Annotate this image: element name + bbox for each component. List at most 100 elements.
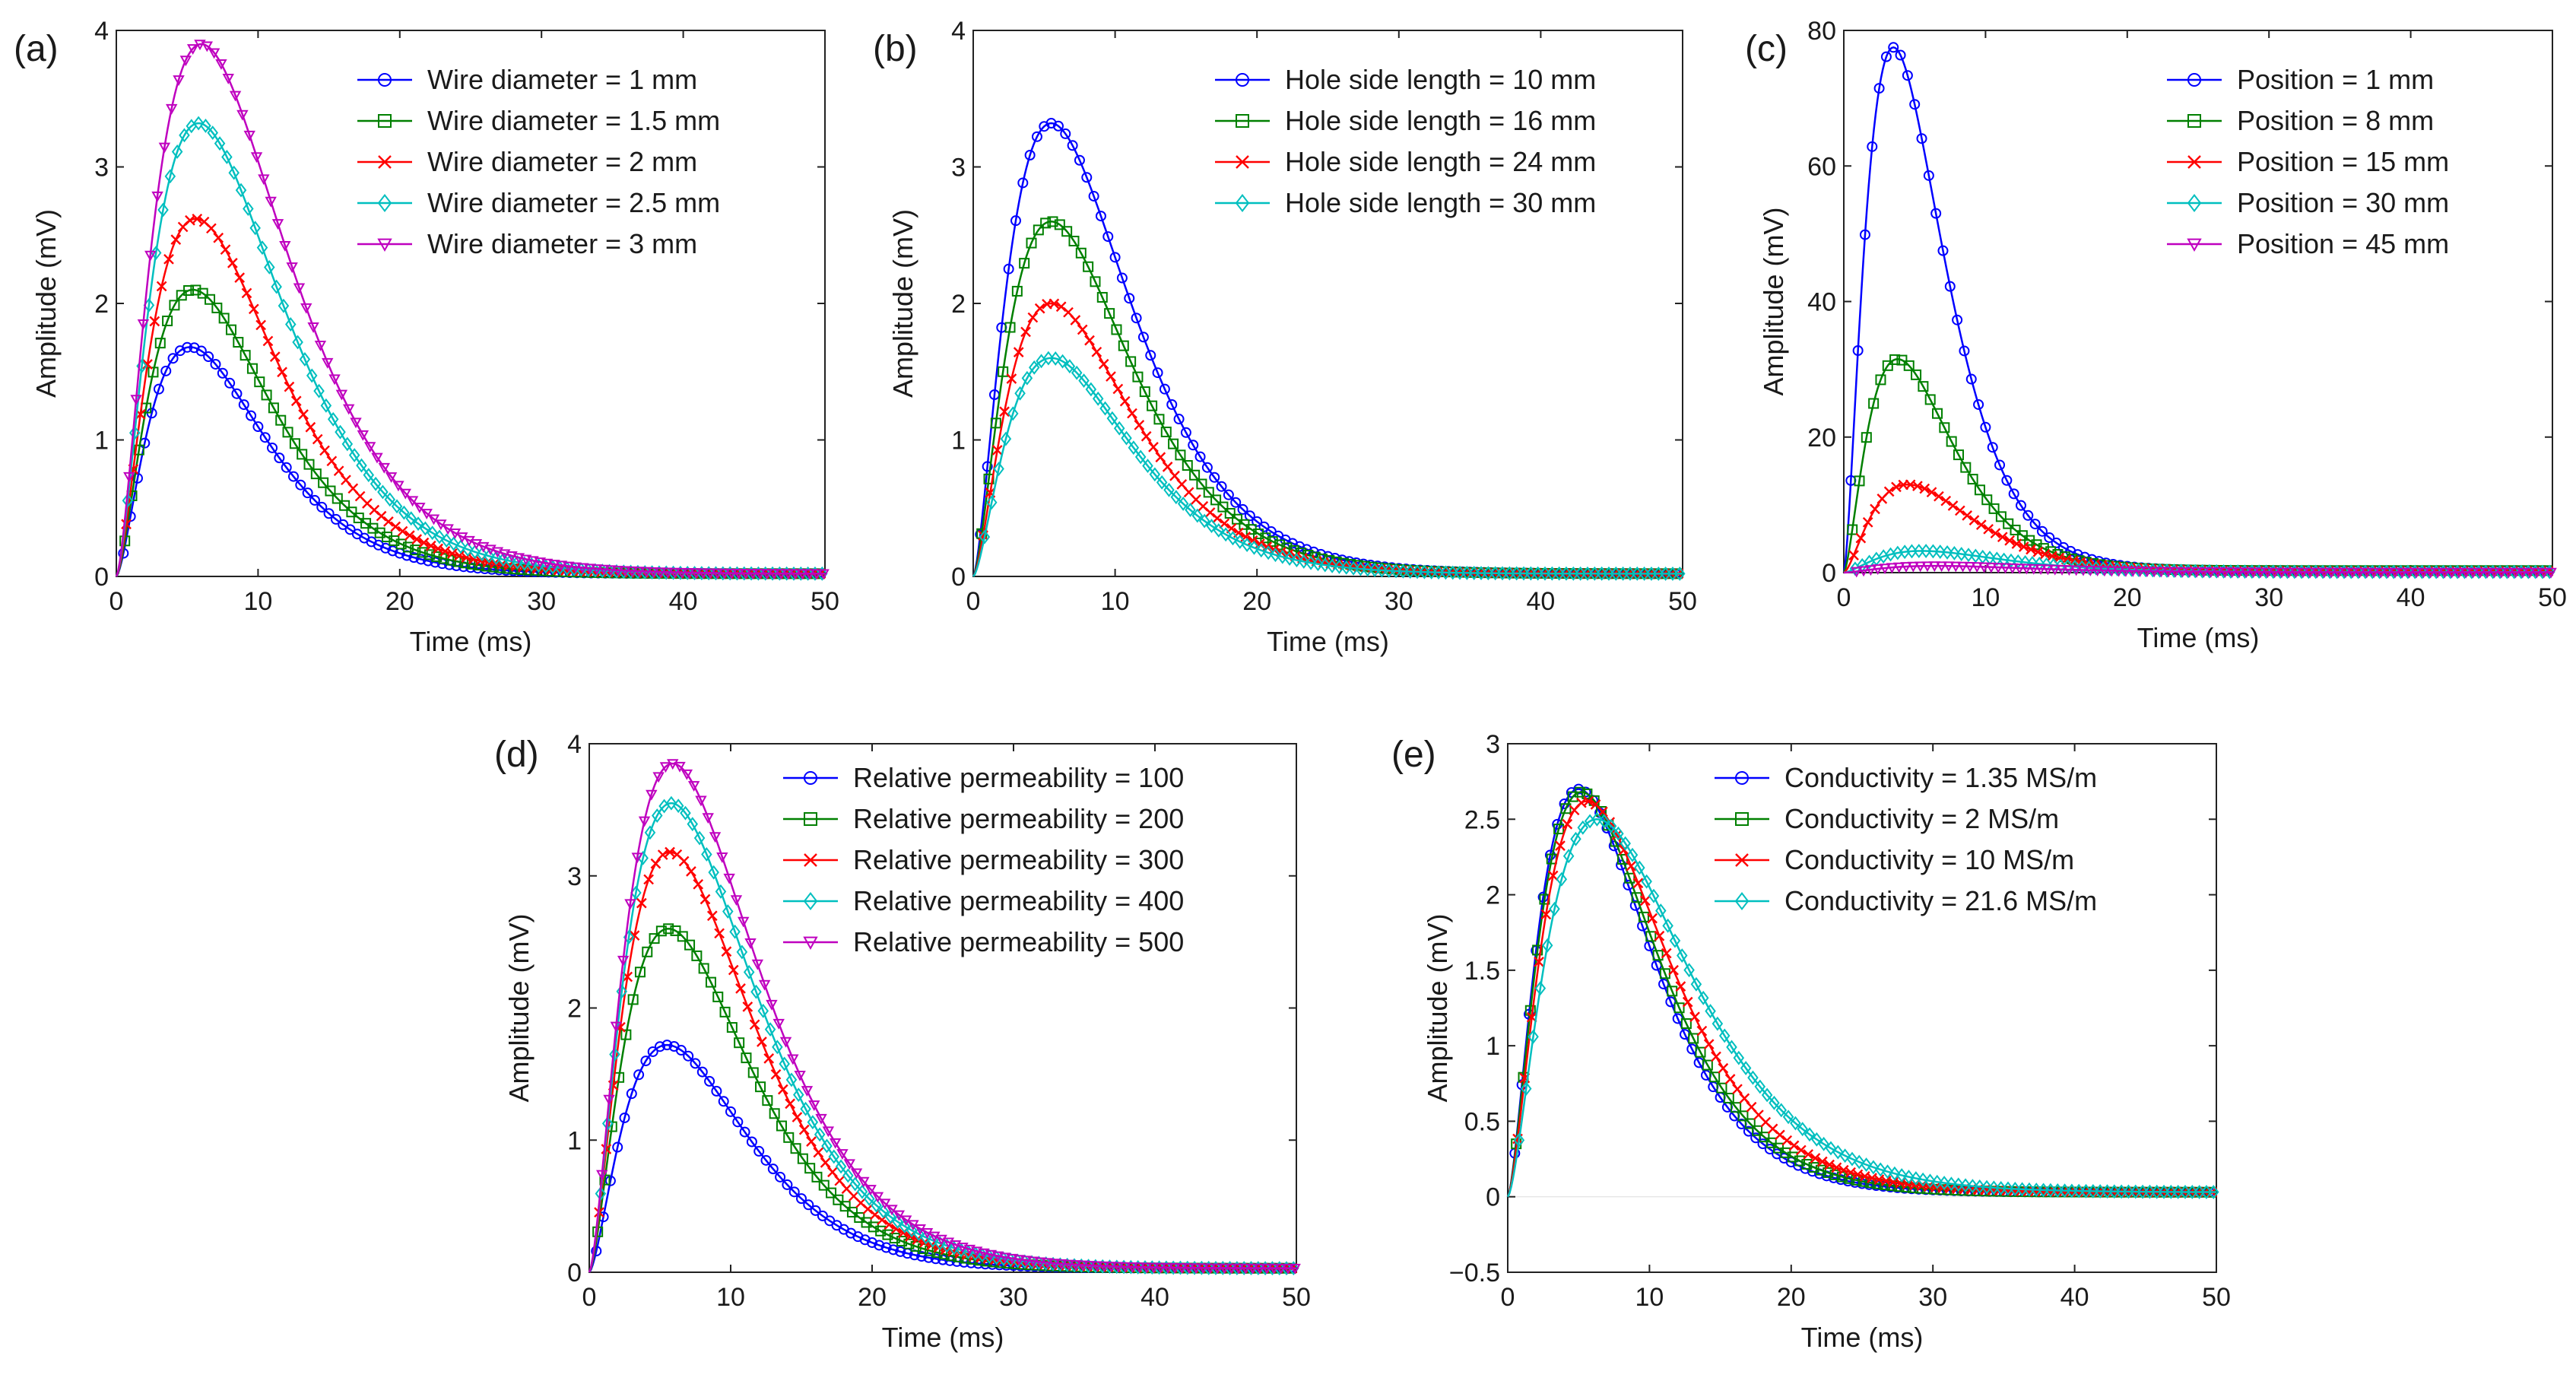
data-point <box>1556 871 1568 887</box>
data-point <box>274 452 285 464</box>
data-point <box>1855 532 1867 544</box>
x-tick-label: 50 <box>2538 583 2567 612</box>
data-point <box>312 433 323 445</box>
data-point <box>1376 563 1388 578</box>
data-point <box>726 1022 738 1033</box>
data-point <box>1047 216 1058 227</box>
data-point <box>1998 552 2010 567</box>
data-point <box>1085 382 1097 397</box>
data-point <box>1091 346 1102 357</box>
data-point <box>650 858 661 869</box>
data-point <box>913 1227 925 1242</box>
data-point <box>2340 567 2352 579</box>
data-point <box>1975 519 1987 530</box>
data-point <box>2194 1185 2205 1199</box>
data-point <box>810 1205 821 1216</box>
data-point <box>826 1187 837 1198</box>
data-point <box>2035 564 2047 576</box>
data-point <box>1978 562 1991 573</box>
data-point <box>2495 567 2508 579</box>
data-point <box>1912 481 1923 491</box>
data-point <box>383 516 394 527</box>
data-point <box>677 931 688 942</box>
data-point <box>1889 354 1901 365</box>
data-point <box>774 566 785 581</box>
data-point <box>2530 567 2543 579</box>
data-point <box>246 363 258 374</box>
data-point <box>620 1029 632 1040</box>
data-point <box>2001 475 2013 486</box>
data-point <box>1083 261 1094 272</box>
data-point <box>1383 564 1395 578</box>
data-point <box>626 566 639 577</box>
data-point <box>1703 1039 1715 1049</box>
data-point <box>2396 567 2409 579</box>
data-point <box>1277 549 1289 564</box>
data-point <box>1119 395 1131 407</box>
data-point <box>1724 1074 1736 1084</box>
data-point <box>173 75 185 86</box>
data-point <box>250 152 263 163</box>
data-point <box>1846 1151 1858 1167</box>
data-point <box>1219 518 1230 529</box>
data-point <box>772 1040 783 1055</box>
data-point <box>1810 1153 1821 1164</box>
data-point <box>709 832 722 843</box>
data-point <box>1660 566 1671 581</box>
data-point <box>548 560 560 571</box>
data-point <box>2036 525 2048 537</box>
data-point <box>797 1153 808 1164</box>
data-point <box>2233 567 2245 579</box>
data-point <box>691 950 703 961</box>
data-point <box>836 1149 849 1160</box>
data-point <box>1946 1176 1957 1192</box>
data-point <box>363 468 375 483</box>
data-point <box>716 852 728 863</box>
data-point <box>1626 847 1639 862</box>
data-point <box>325 485 336 497</box>
data-point <box>1113 421 1125 436</box>
legend-marker <box>804 812 817 826</box>
data-point <box>1560 803 1572 814</box>
data-point <box>2077 565 2089 576</box>
data-point <box>1153 414 1165 425</box>
data-point <box>711 568 724 579</box>
data-point <box>290 395 302 407</box>
data-point <box>906 1223 918 1238</box>
plot-frame <box>588 743 1297 1273</box>
data-point <box>634 967 646 978</box>
legend-label: Hole side length = 10 mm <box>1285 64 1596 95</box>
data-point <box>769 1108 780 1119</box>
data-point <box>289 438 300 449</box>
data-point <box>2004 535 2015 546</box>
data-point <box>893 1210 906 1221</box>
data-point <box>601 1116 614 1131</box>
data-point <box>858 1176 870 1188</box>
data-point <box>604 565 617 576</box>
data-point <box>249 221 261 236</box>
data-point <box>667 759 679 770</box>
data-point <box>1875 374 1886 386</box>
data-point <box>741 1052 752 1064</box>
data-point <box>1206 519 1217 533</box>
data-point <box>137 319 150 330</box>
data-point <box>1075 247 1087 259</box>
data-point <box>411 534 423 544</box>
data-point <box>499 549 511 560</box>
data-point <box>338 519 349 530</box>
data-point <box>1732 1084 1743 1095</box>
data-point <box>999 406 1010 417</box>
data-point <box>222 74 234 84</box>
data-point <box>678 856 690 867</box>
data-point <box>818 1179 830 1191</box>
data-point <box>1658 979 1670 990</box>
data-point <box>725 1106 736 1117</box>
data-point <box>1970 548 1981 564</box>
data-point <box>562 561 575 573</box>
data-point <box>1175 1263 1188 1274</box>
data-point <box>1959 1178 1972 1193</box>
data-point <box>2115 1184 2127 1199</box>
legend-marker <box>2187 193 2202 213</box>
data-point <box>652 772 665 783</box>
panel-label: (b) <box>873 29 918 69</box>
